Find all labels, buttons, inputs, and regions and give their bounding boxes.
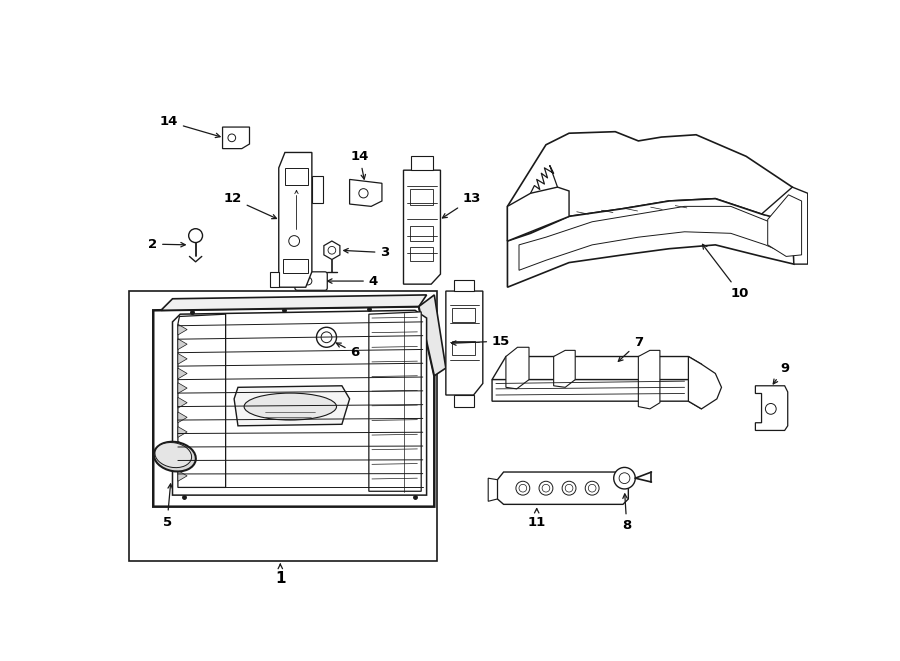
Polygon shape [312,176,323,202]
Polygon shape [222,127,249,149]
Polygon shape [506,347,529,389]
Polygon shape [178,397,187,408]
Polygon shape [446,291,482,395]
Polygon shape [349,179,382,206]
Text: 14: 14 [159,115,220,137]
Bar [452,308,475,322]
Polygon shape [161,295,427,310]
Text: 12: 12 [223,192,276,219]
Bar [285,168,308,185]
Text: 13: 13 [443,192,482,218]
Circle shape [317,327,337,347]
Polygon shape [498,472,628,504]
Circle shape [542,485,550,492]
Text: 7: 7 [618,336,643,362]
Bar [410,190,433,205]
Polygon shape [688,356,722,409]
Polygon shape [178,383,187,393]
Ellipse shape [155,442,192,467]
Polygon shape [178,314,226,487]
Circle shape [189,229,202,243]
Circle shape [619,473,630,484]
FancyBboxPatch shape [295,272,328,290]
Bar [410,247,433,261]
Polygon shape [178,412,187,423]
Circle shape [614,467,635,489]
Polygon shape [178,471,187,481]
Circle shape [228,134,236,141]
Text: 5: 5 [163,484,173,529]
Text: 10: 10 [703,245,749,300]
Circle shape [565,485,573,492]
Polygon shape [178,456,187,467]
Circle shape [765,403,776,414]
Polygon shape [454,395,473,407]
Polygon shape [178,324,187,335]
Polygon shape [369,312,421,491]
Polygon shape [492,356,701,386]
Text: 14: 14 [350,150,369,179]
Circle shape [539,481,553,495]
Circle shape [562,481,576,495]
Text: 1: 1 [275,564,285,586]
Polygon shape [761,187,808,264]
Text: 9: 9 [773,362,789,384]
Polygon shape [508,132,792,241]
Circle shape [304,277,312,285]
Text: 2: 2 [148,237,185,251]
Polygon shape [178,354,187,364]
Polygon shape [279,153,312,288]
Bar [283,258,308,272]
Polygon shape [153,307,435,507]
Bar [129,291,436,561]
Text: 11: 11 [527,508,545,529]
Polygon shape [638,350,660,409]
Circle shape [321,332,332,342]
Text: 8: 8 [622,494,632,532]
Polygon shape [178,442,187,452]
Polygon shape [768,195,802,256]
Polygon shape [519,206,788,270]
Bar [452,341,475,355]
Circle shape [519,485,526,492]
Polygon shape [508,187,569,241]
Polygon shape [508,199,794,288]
Polygon shape [178,368,187,379]
Polygon shape [178,339,187,350]
Text: 15: 15 [452,334,510,348]
Text: 6: 6 [337,343,360,359]
Polygon shape [492,379,701,409]
Text: 4: 4 [328,274,378,288]
Text: 3: 3 [344,246,390,259]
Circle shape [589,485,596,492]
Circle shape [516,481,530,495]
Polygon shape [411,156,433,170]
Polygon shape [755,386,788,430]
Polygon shape [178,426,187,438]
Polygon shape [324,241,340,260]
Polygon shape [403,170,440,284]
Polygon shape [454,280,473,291]
Ellipse shape [244,393,337,420]
Polygon shape [554,350,575,387]
Polygon shape [173,310,427,495]
Ellipse shape [154,442,196,471]
Circle shape [585,481,599,495]
Polygon shape [418,295,446,375]
Circle shape [328,247,336,254]
Circle shape [359,188,368,198]
Polygon shape [488,478,498,501]
Circle shape [289,235,300,247]
Bar [410,225,433,241]
Polygon shape [269,272,279,288]
Polygon shape [234,386,349,426]
